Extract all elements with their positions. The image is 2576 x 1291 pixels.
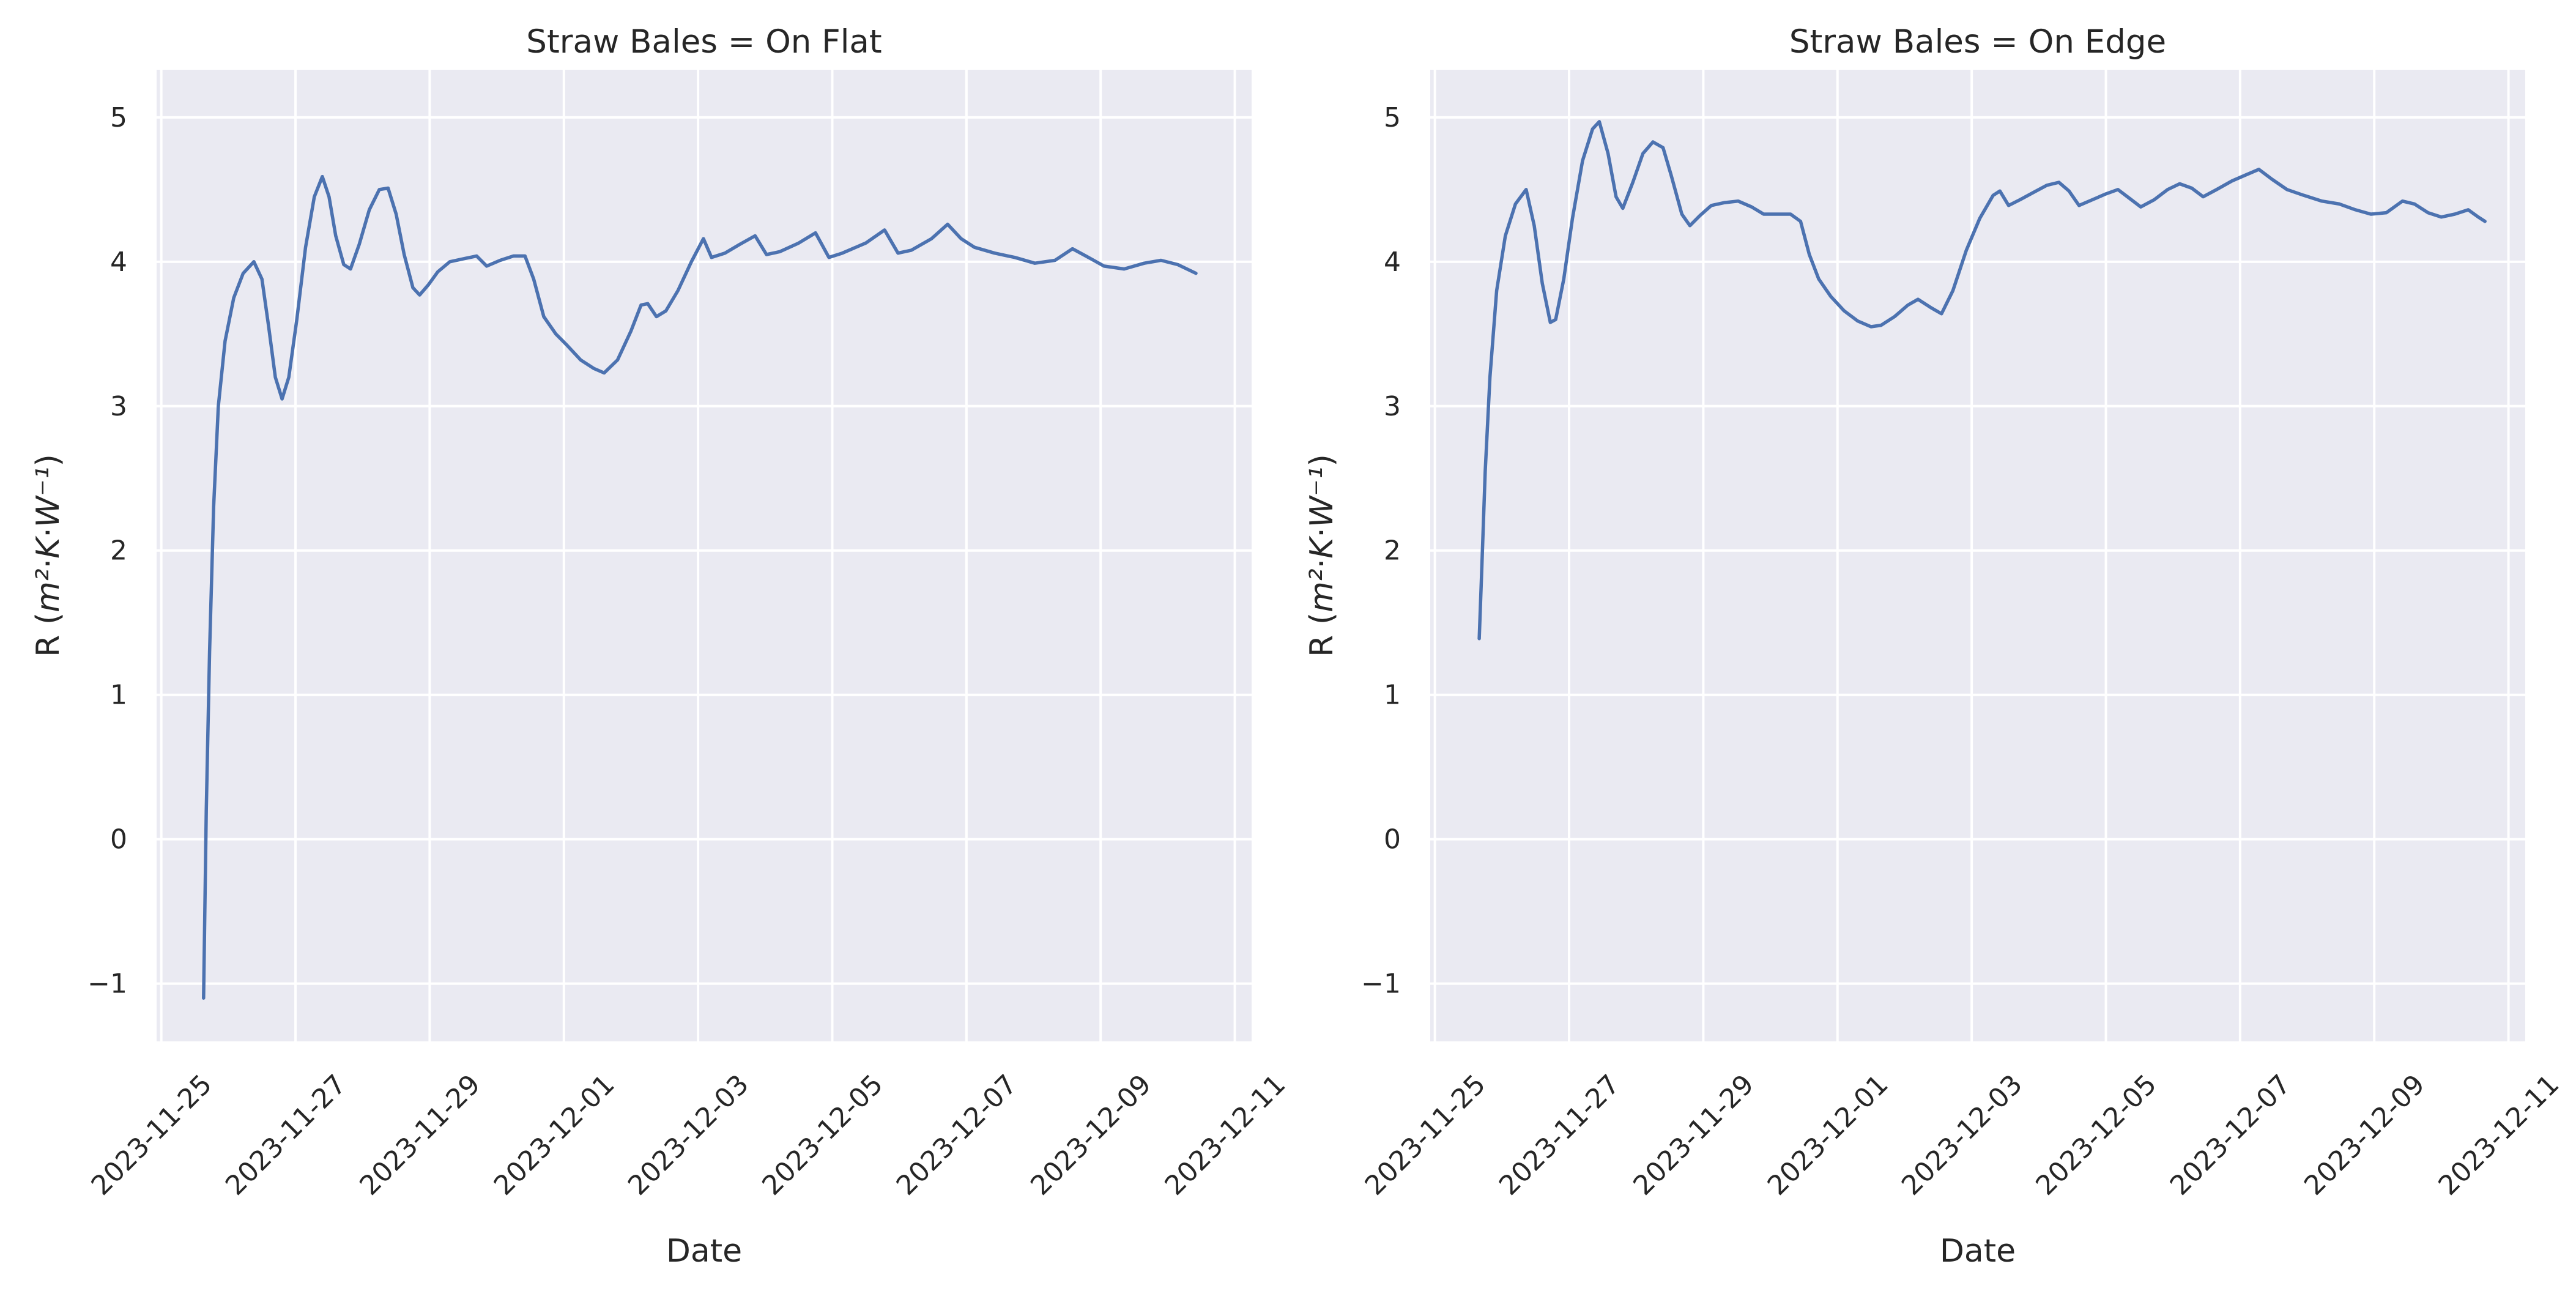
y-tick-label: 2 [110, 535, 127, 567]
y-tick-label: 3 [1384, 391, 1401, 422]
y-axis-label-part: · [1304, 527, 1340, 538]
y-tick-label: 1 [1384, 680, 1401, 711]
x-tick-label: 2023-11-25 [86, 1069, 218, 1202]
y-axis-label-group: R (m²·K·W⁻¹) [1304, 454, 1340, 657]
y-axis-label-part: ² [30, 568, 67, 581]
x-tick-label: 2023-11-27 [220, 1069, 352, 1202]
panel-title: Straw Bales = On Flat [526, 23, 882, 61]
y-tick-label: −1 [1361, 969, 1401, 1000]
y-axis-label-part: ⁻¹ [30, 466, 67, 496]
x-tick-label: 2023-11-29 [1627, 1069, 1760, 1202]
y-tick-label: 0 [110, 824, 127, 855]
x-tick-label: 2023-12-11 [1159, 1069, 1291, 1202]
y-axis-label-part: · [30, 559, 67, 569]
plot-background [157, 70, 1252, 1041]
y-axis-label: R (m²·K·W⁻¹) [1304, 454, 1340, 657]
x-tick-label: 2023-11-25 [1359, 1069, 1492, 1202]
y-tick-label: 4 [1384, 247, 1401, 278]
x-tick-label: 2023-12-09 [1025, 1069, 1157, 1202]
x-tick-label: 2023-12-01 [1762, 1069, 1895, 1202]
y-axis-label-part: W [1304, 494, 1340, 527]
x-axis-label: Date [666, 1233, 742, 1270]
x-axis-label: Date [1940, 1233, 2016, 1270]
y-axis-label-part: · [1304, 559, 1340, 569]
y-axis-label: R (m²·K·W⁻¹) [30, 454, 67, 657]
y-tick-label: 5 [1384, 102, 1401, 133]
series-line [1477, 120, 2487, 641]
y-axis-label-part: R ( [1304, 612, 1340, 657]
y-axis-label-group: R (m²·K·W⁻¹) [30, 454, 67, 657]
y-axis-label-part: ) [1304, 454, 1340, 466]
y-axis-label-part: ) [30, 454, 67, 466]
y-axis-label-part: R ( [30, 612, 67, 657]
y-axis-label-part: ² [1304, 568, 1340, 581]
x-tick-label: 2023-12-07 [891, 1069, 1023, 1202]
x-tick-label: 2023-12-05 [2030, 1069, 2162, 1202]
y-axis-label-part: K [30, 535, 67, 559]
y-axis-label-part: · [30, 527, 67, 538]
x-tick-label: 2023-12-11 [2432, 1069, 2565, 1202]
x-tick-label: 2023-12-03 [1896, 1069, 2029, 1202]
y-axis-label-part: m [30, 581, 67, 612]
y-axis-label-part: ⁻¹ [1304, 466, 1340, 496]
y-axis-label-part: W [30, 494, 67, 527]
y-tick-label: 5 [110, 102, 127, 133]
x-tick-label: 2023-12-01 [488, 1069, 621, 1202]
y-axis-label-part: m [1304, 581, 1340, 612]
y-tick-label: 1 [110, 680, 127, 711]
x-tick-label: 2023-12-09 [2298, 1069, 2431, 1202]
y-tick-label: −1 [87, 969, 127, 1000]
y-tick-label: 4 [110, 247, 127, 278]
x-tick-label: 2023-11-27 [1493, 1069, 1626, 1202]
y-axis-label-part: K [1304, 535, 1340, 559]
x-tick-label: 2023-12-07 [2164, 1069, 2297, 1202]
panel-title: Straw Bales = On Edge [1789, 23, 2166, 61]
x-tick-label: 2023-12-03 [622, 1069, 755, 1202]
x-tick-label: 2023-12-05 [756, 1069, 889, 1202]
series-line [202, 174, 1198, 1000]
plot-background [1430, 70, 2525, 1041]
y-tick-label: 3 [110, 391, 127, 422]
y-tick-label: 0 [1384, 824, 1401, 855]
x-tick-label: 2023-11-29 [354, 1069, 486, 1202]
y-tick-label: 2 [1384, 535, 1401, 567]
